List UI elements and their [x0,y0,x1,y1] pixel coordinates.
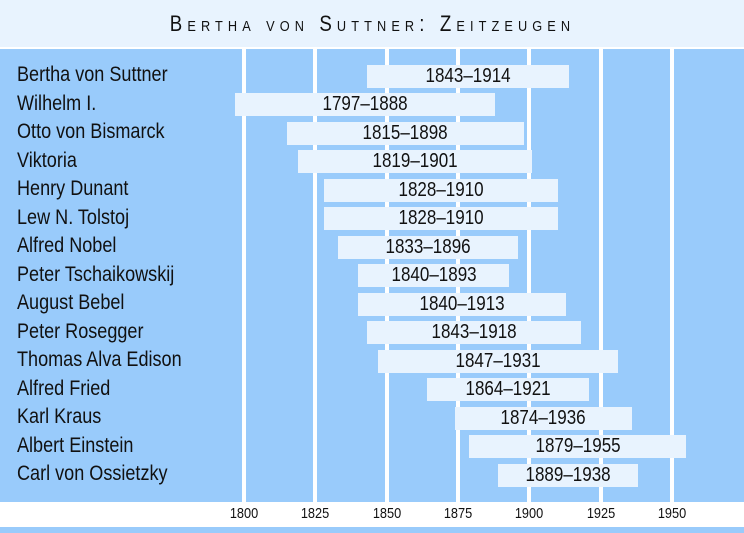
lifespan-label: 1828–1910 [398,178,484,201]
x-tick-label: 1950 [657,505,687,522]
x-tick-label: 1850 [372,505,401,522]
lifespan-bar: 1843–1918 [366,321,581,344]
person-name: Albert Einstein [17,433,134,457]
person-name: Peter Rosegger [17,319,144,343]
lifespan-label: 1847–1931 [455,349,541,372]
lifespan-bar: 1843–1914 [366,64,570,88]
lifespan-bar: 1879–1955 [469,435,687,458]
x-tick-label: 1900 [515,505,544,522]
bottom-strip [0,527,744,533]
lifespan-bar: 1864–1921 [426,378,590,401]
lifespan-bar: 1847–1931 [378,349,618,373]
lifespan-bar: 1828–1910 [323,207,558,230]
person-name: Alfred Fried [17,376,111,400]
x-tick-label: 1800 [229,505,259,522]
person-name: Henry Dunant [17,177,129,200]
lifespan-label: 1840–1893 [391,264,477,286]
lifespan-bar: 1815–1898 [286,121,524,145]
chart-title-bar: Bertha von Suttner: Zeitzeugen [0,0,744,47]
lifespan-bar: 1833–1896 [338,235,518,259]
gridline [313,49,318,502]
person-name: Alfred Nobel [17,234,117,257]
chart-title: Bertha von Suttner: Zeitzeugen [169,10,575,36]
person-name: August Bebel [17,291,125,314]
lifespan-bar: 1828–1910 [323,178,558,202]
lifespan-label: 1797–1888 [322,93,408,115]
person-name: Karl Kraus [17,405,102,428]
person-name: Bertha von Suttner [17,63,168,86]
lifespan-bar: 1889–1938 [497,463,638,487]
gridline [669,49,674,502]
lifespan-bar: 1840–1913 [358,292,567,316]
person-name: Thomas Alva Edison [17,348,182,371]
x-tick-label: 1825 [301,505,330,522]
person-name: Peter Tschaikowskij [17,262,175,286]
lifespan-label: 1889–1938 [525,463,611,486]
person-name: Carl von Ossietzky [17,462,168,485]
lifespan-label: 1843–1918 [431,321,517,343]
gridline [527,49,532,502]
gridline [598,49,603,502]
lifespan-bar: 1819–1901 [298,150,533,173]
x-tick-label: 1875 [443,505,473,522]
lifespan-bar: 1797–1888 [235,93,496,116]
gridline [242,49,246,502]
lifespan-label: 1879–1955 [535,435,621,457]
person-name: Lew N. Tolstoj [17,205,130,229]
x-tick-label: 1925 [586,505,615,522]
person-name: Otto von Bismarck [17,120,165,143]
lifespan-bar: 1874–1936 [455,406,632,430]
person-name: Wilhelm I. [17,91,97,115]
lifespan-label: 1819–1901 [372,150,458,172]
lifespan-label: 1840–1913 [419,292,505,315]
lifespan-label: 1828–1910 [398,207,484,229]
lifespan-bar: 1840–1893 [358,264,510,287]
lifespan-label: 1843–1914 [425,64,511,87]
lifespan-label: 1815–1898 [362,121,448,144]
lifespan-label: 1864–1921 [465,378,551,400]
person-name: Viktoria [17,148,77,172]
lifespan-label: 1833–1896 [385,235,471,258]
lifespan-label: 1874–1936 [500,406,587,429]
